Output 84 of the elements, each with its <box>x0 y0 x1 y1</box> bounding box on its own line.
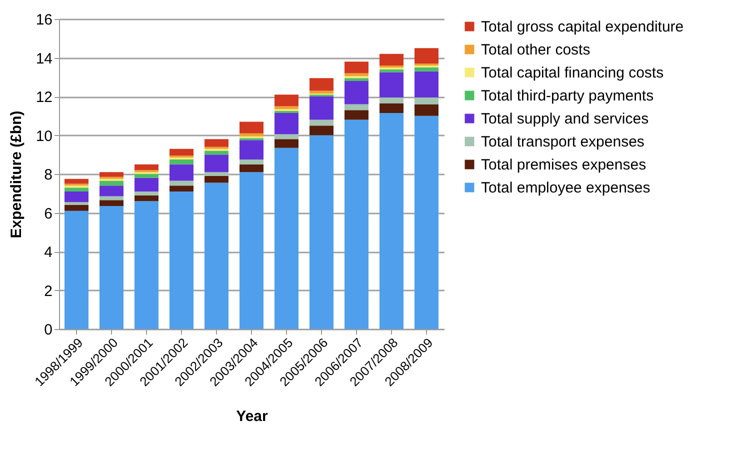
bar <box>380 112 404 329</box>
bar <box>344 78 368 81</box>
bar <box>310 96 334 120</box>
y-tick-label: 0 <box>44 322 52 338</box>
bar <box>64 210 88 329</box>
bar <box>204 150 228 155</box>
bar <box>380 72 404 98</box>
legend-label: Total capital financing costs <box>481 64 664 82</box>
bar <box>310 90 334 94</box>
legend-label: Total supply and services <box>481 110 649 128</box>
y-tick-label: 14 <box>36 50 52 68</box>
bar <box>240 164 264 172</box>
bar <box>274 134 298 140</box>
legend-label: Total other costs <box>481 42 590 58</box>
bar <box>274 148 298 329</box>
bar <box>380 103 404 113</box>
bar <box>380 54 404 66</box>
legend-label: Total transport expenses <box>481 134 644 150</box>
bar <box>64 188 88 192</box>
y-tick-label: 2 <box>44 282 52 300</box>
legend-label: Total gross capital expenditure <box>481 18 684 36</box>
bar <box>170 148 194 156</box>
bar <box>240 122 264 134</box>
y-tick-label: 12 <box>36 89 52 106</box>
bar <box>170 164 194 181</box>
bar <box>134 174 158 178</box>
bar <box>414 116 438 329</box>
bar <box>64 178 88 184</box>
bar <box>100 172 124 177</box>
bar <box>64 202 88 205</box>
bar <box>170 186 194 192</box>
bar <box>274 139 298 148</box>
legend-label: Total third-party payments <box>481 88 654 104</box>
bar <box>344 81 368 104</box>
bar <box>100 180 124 186</box>
bar <box>274 94 298 106</box>
bar <box>344 104 368 110</box>
bar <box>310 135 334 329</box>
y-tick-label: 4 <box>44 244 52 261</box>
bar <box>134 178 158 192</box>
bar <box>100 200 124 206</box>
bar <box>204 172 228 176</box>
bar <box>100 206 124 329</box>
bar <box>414 48 438 64</box>
bar <box>204 176 228 183</box>
y-tick-label: 16 <box>36 12 52 28</box>
bar <box>274 106 298 110</box>
bar <box>344 62 368 74</box>
bar <box>64 205 88 211</box>
bar <box>204 154 228 172</box>
bar <box>240 159 264 164</box>
bar <box>170 159 194 164</box>
y-tick-label: 6 <box>44 205 52 222</box>
y-axis-title: Expenditure (£bn) <box>8 110 25 238</box>
bar <box>310 126 334 136</box>
bar <box>64 191 88 202</box>
x-axis-title: Year <box>236 408 268 426</box>
bar <box>414 71 438 98</box>
bar <box>134 191 158 196</box>
y-tick-label: 8 <box>44 166 52 184</box>
legend-label: Total employee expenses <box>481 180 650 196</box>
bar <box>100 196 124 200</box>
bar <box>380 97 404 104</box>
bar <box>380 69 404 72</box>
legend-label: Total premises expenses <box>481 156 646 174</box>
bar <box>134 201 158 329</box>
bar <box>310 78 334 91</box>
bar <box>240 172 264 329</box>
bar <box>204 182 228 329</box>
bar <box>240 140 264 160</box>
bar <box>170 180 194 186</box>
y-tick-label: 10 <box>36 128 52 145</box>
bar <box>170 191 194 329</box>
bar <box>414 97 438 104</box>
bar <box>134 164 158 170</box>
bar <box>414 67 438 72</box>
bar <box>310 120 334 126</box>
bar <box>274 112 298 134</box>
bar <box>414 104 438 116</box>
bar <box>204 139 228 147</box>
bar <box>344 120 368 329</box>
bar <box>344 110 368 120</box>
bar <box>100 186 124 196</box>
bar <box>134 195 158 202</box>
